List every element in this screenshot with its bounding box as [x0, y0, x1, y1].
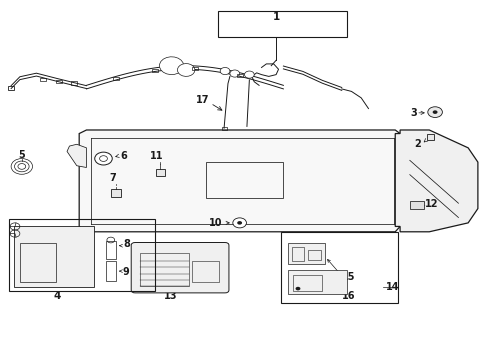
Bar: [291, 247, 304, 261]
Bar: [287, 270, 346, 294]
Circle shape: [237, 221, 242, 225]
Bar: [40, 78, 45, 81]
Text: 17: 17: [196, 95, 209, 105]
Bar: [14, 226, 94, 287]
Text: 2: 2: [413, 139, 420, 149]
Circle shape: [232, 218, 246, 228]
Bar: [192, 261, 218, 282]
Text: 1: 1: [272, 13, 279, 22]
Bar: [111, 189, 121, 197]
Bar: [221, 127, 226, 130]
Text: 6: 6: [120, 151, 127, 161]
Text: 8: 8: [122, 239, 129, 249]
Bar: [156, 169, 164, 176]
Polygon shape: [79, 130, 399, 232]
Bar: [307, 249, 321, 260]
Bar: [56, 80, 61, 83]
Text: 16: 16: [341, 291, 354, 301]
Circle shape: [244, 71, 254, 78]
Circle shape: [95, 152, 112, 165]
Bar: [292, 275, 322, 292]
Bar: [191, 67, 197, 70]
Text: 9: 9: [122, 267, 129, 277]
Text: 4: 4: [54, 292, 61, 301]
Bar: [9, 219, 154, 291]
Bar: [409, 201, 424, 208]
Text: 13: 13: [164, 292, 178, 301]
Bar: [217, 12, 346, 37]
Text: 3: 3: [409, 108, 416, 118]
Circle shape: [432, 111, 437, 114]
Bar: [8, 86, 14, 90]
Bar: [140, 252, 188, 287]
Text: 7: 7: [110, 173, 116, 183]
Bar: [281, 232, 397, 303]
Text: 12: 12: [425, 199, 438, 209]
Polygon shape: [177, 64, 195, 76]
Circle shape: [295, 287, 300, 291]
Bar: [152, 68, 158, 72]
Bar: [426, 134, 433, 140]
Bar: [20, 243, 56, 282]
Text: 5: 5: [19, 150, 25, 160]
Text: 15: 15: [341, 272, 354, 282]
Bar: [287, 243, 324, 264]
Bar: [205, 162, 283, 198]
Circle shape: [427, 107, 442, 117]
Polygon shape: [67, 144, 86, 167]
Circle shape: [220, 67, 229, 75]
Bar: [106, 261, 116, 281]
Bar: [237, 73, 243, 77]
FancyBboxPatch shape: [131, 243, 228, 293]
Bar: [71, 81, 77, 85]
Text: 11: 11: [150, 151, 163, 161]
Text: 10: 10: [209, 218, 222, 228]
Bar: [106, 242, 116, 258]
Bar: [113, 77, 119, 80]
Text: 14: 14: [385, 282, 398, 292]
Polygon shape: [394, 130, 477, 232]
Circle shape: [229, 70, 239, 77]
Polygon shape: [159, 57, 183, 75]
